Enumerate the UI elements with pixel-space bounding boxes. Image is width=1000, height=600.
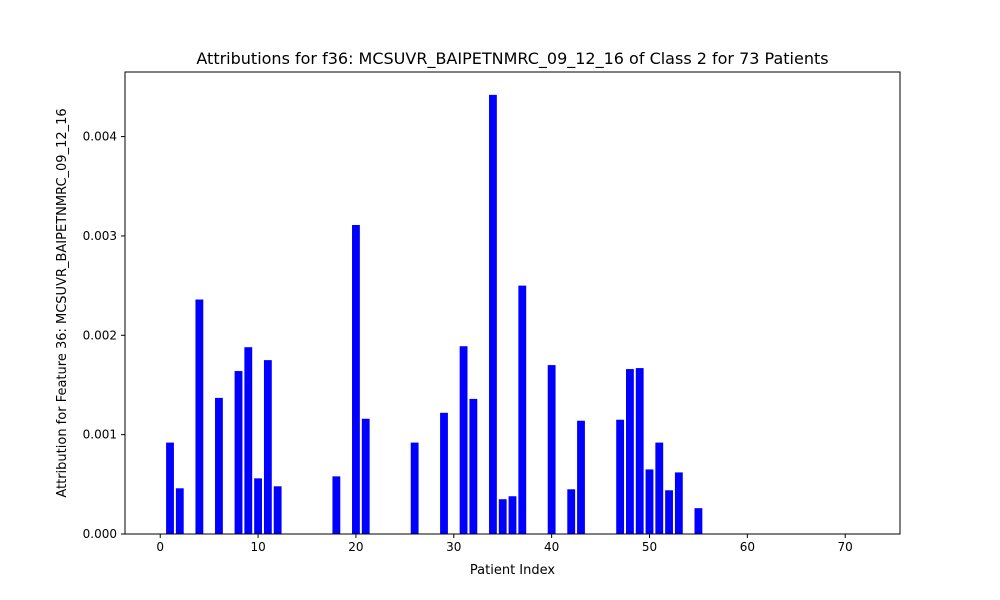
y-tick-label: 0.000 (83, 527, 117, 541)
chart-title: Attributions for f36: MCSUVR_BAIPETNMRC_… (196, 49, 828, 69)
x-tick-label: 0 (156, 540, 164, 554)
plot-frame (124, 71, 901, 535)
bar-patient-42 (567, 489, 576, 534)
bar-patient-21 (361, 418, 370, 534)
y-tick-label: 0.003 (83, 229, 117, 243)
bar-patient-52 (665, 490, 673, 534)
bar-patient-26 (410, 442, 419, 534)
bar-patient-43 (577, 420, 585, 534)
bar-patient-40 (547, 365, 556, 534)
x-tick-label: 10 (250, 540, 265, 554)
x-tick-label: 30 (446, 540, 461, 554)
bar-patient-36 (508, 496, 517, 534)
bar-patient-18 (332, 476, 341, 534)
bar-patient-37 (518, 285, 527, 534)
bar-patient-34 (489, 94, 497, 534)
x-tick-label: 40 (544, 540, 559, 554)
bar-patient-10 (254, 478, 262, 534)
bar-patient-31 (459, 346, 468, 534)
x-axis-label: Patient Index (470, 563, 555, 578)
bar-patient-49 (635, 368, 644, 534)
y-tick-label: 0.004 (83, 130, 117, 144)
y-tick-label: 0.002 (83, 328, 117, 342)
bar-patient-20 (352, 225, 360, 534)
bar-patient-32 (469, 398, 478, 534)
bar-patient-48 (626, 369, 634, 534)
bar-patient-4 (195, 299, 204, 534)
bars-group (166, 94, 703, 534)
x-tick-label: 60 (740, 540, 755, 554)
y-tick-label: 0.001 (83, 428, 117, 442)
x-tick-label: 70 (838, 540, 853, 554)
bar-patient-35 (498, 499, 507, 534)
bar-patient-47 (616, 419, 625, 534)
bar-patient-55 (694, 508, 703, 534)
y-axis-ticks: 0.000 0.001 0.002 0.003 0.004 (83, 130, 125, 541)
bar-patient-2 (175, 488, 184, 534)
bar-patient-51 (655, 442, 664, 534)
bar-patient-29 (440, 412, 448, 534)
y-axis-label: Attribution for Feature 36: MCSUVR_BAIPE… (55, 108, 70, 497)
bar-patient-1 (166, 442, 174, 534)
x-tick-label: 20 (348, 540, 363, 554)
x-tick-label: 50 (642, 540, 657, 554)
bar-patient-8 (234, 371, 243, 534)
bar-patient-53 (674, 472, 683, 534)
bar-patient-9 (244, 347, 253, 534)
bar-patient-6 (215, 397, 223, 534)
x-axis-ticks: 0 10 20 30 40 50 60 70 (156, 534, 853, 554)
bar-patient-11 (263, 360, 272, 534)
bar-patient-50 (645, 469, 654, 534)
bar-patient-12 (273, 486, 282, 534)
